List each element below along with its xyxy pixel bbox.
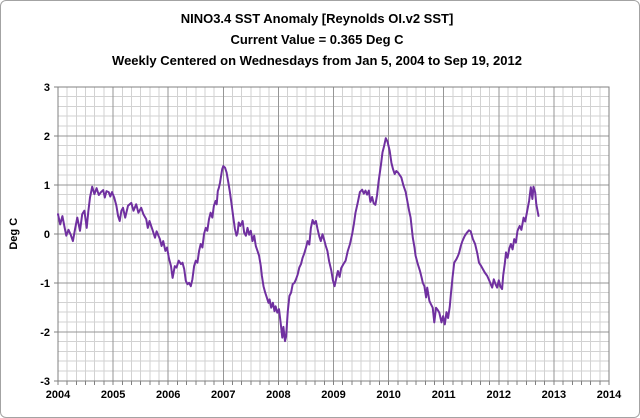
x-tick-label: 2007 bbox=[211, 389, 235, 401]
x-tick-label: 2009 bbox=[321, 389, 345, 401]
sst-anomaly-series-line bbox=[57, 137, 540, 343]
x-tick-label: 2011 bbox=[432, 389, 456, 401]
x-tick-label: 2012 bbox=[487, 389, 511, 401]
chart-subtitle-current-value: Current Value = 0.365 Deg C bbox=[230, 32, 404, 47]
y-tick-label: -1 bbox=[40, 278, 50, 290]
chart-subtitle-date-range: Weekly Centered on Wednesdays from Jan 5… bbox=[112, 53, 522, 68]
x-tick-label: 2005 bbox=[101, 389, 125, 401]
y-tick-label: 1 bbox=[44, 180, 50, 192]
y-tick-label: 0 bbox=[44, 229, 50, 241]
x-tick-label: 2008 bbox=[266, 389, 290, 401]
y-tick-label: 3 bbox=[44, 82, 50, 94]
y-tick-label: 2 bbox=[44, 131, 50, 143]
x-tick-label: 2013 bbox=[542, 389, 566, 401]
y-axis-title: Deg C bbox=[8, 218, 20, 250]
x-tick-label: 2010 bbox=[376, 389, 400, 401]
chart-title: NINO3.4 SST Anomaly [Reynolds OI.v2 SST] bbox=[180, 11, 454, 26]
x-tick-label: 2014 bbox=[597, 389, 622, 401]
y-tick-label: -3 bbox=[40, 376, 50, 388]
x-tick-label: 2004 bbox=[46, 389, 71, 401]
chart-title-block: NINO3.4 SST Anomaly [Reynolds OI.v2 SST]… bbox=[1, 8, 633, 71]
x-tick-label: 2006 bbox=[156, 389, 180, 401]
y-tick-label: -2 bbox=[40, 327, 50, 339]
